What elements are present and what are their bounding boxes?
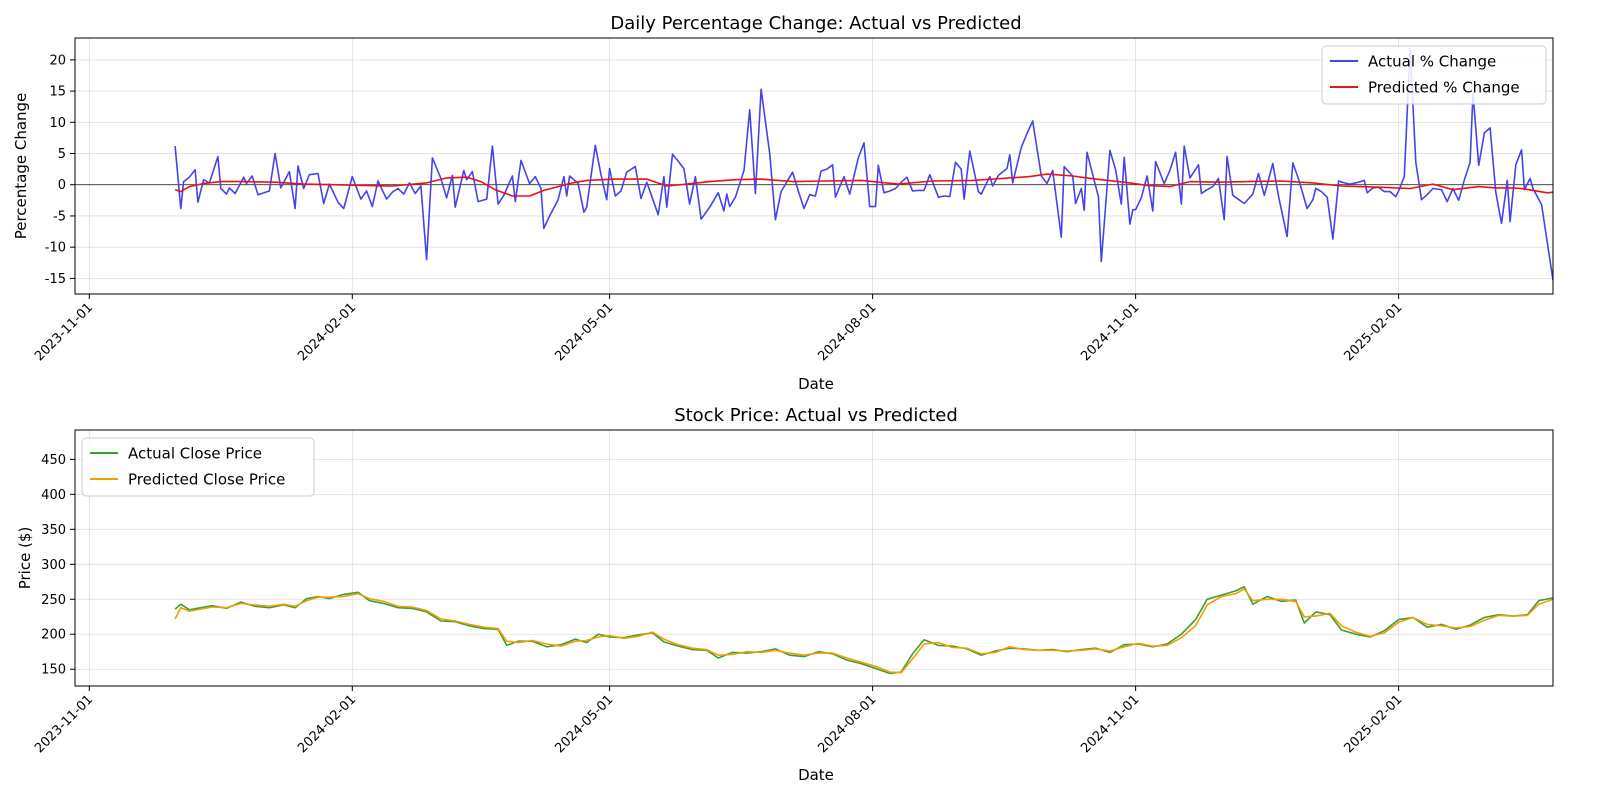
y-tick-label: 300 [41, 558, 66, 573]
chart-title: Daily Percentage Change: Actual vs Predi… [610, 13, 1021, 34]
x-tick-label: 2025-02-01 [1341, 692, 1405, 756]
series-line-2 [174, 587, 1554, 674]
chart-title: Stock Price: Actual vs Predicted [674, 405, 958, 426]
legend-entry: Predicted Close Price [128, 471, 285, 489]
stock-price-chart: Stock Price: Actual vs Predicted 2023-11… [16, 405, 1554, 784]
series-line-2 [174, 173, 1554, 197]
x-axis-label: Date [798, 375, 834, 393]
y-axis-label: Price ($) [16, 527, 34, 590]
x-ticks: 2023-11-01 2024-02-01 2024-05-01 2024-08-01… [32, 294, 1405, 364]
legend: Actual Close Price Predicted Close Price [81, 437, 315, 497]
legend-frame [1321, 45, 1547, 105]
y-tick-label: 250 [41, 593, 66, 608]
legend-entry: Predicted % Change [1368, 79, 1520, 97]
x-tick-label: 2024-02-01 [295, 300, 359, 364]
y-tick-label: 0 [58, 178, 66, 193]
x-tick-label: 2024-08-01 [815, 300, 879, 364]
y-tick-label: 20 [49, 53, 66, 68]
x-tick-label: 2023-11-01 [32, 300, 96, 364]
x-tick-label: 2024-05-01 [552, 692, 616, 756]
y-tick-label: -5 [53, 209, 66, 224]
plot-frame [74, 429, 1554, 687]
x-tick-label: 2024-05-01 [552, 300, 616, 364]
legend-entry: Actual % Change [1368, 53, 1496, 71]
series-lines [174, 47, 1554, 281]
x-tick-label: 2023-11-01 [32, 692, 96, 756]
y-axis-label: Percentage Change [12, 93, 30, 240]
y-tick-label: -15 [45, 272, 66, 287]
legend-frame [81, 437, 315, 497]
legend-entry: Actual Close Price [128, 445, 262, 463]
y-tick-label: 15 [49, 85, 66, 100]
y-tick-label: 400 [41, 488, 66, 503]
legend: Actual % Change Predicted % Change [1321, 45, 1547, 105]
y-tick-label: 200 [41, 628, 66, 643]
y-tick-label: 350 [41, 523, 66, 538]
y-ticks: 150 200 250 300 350 400 450 [41, 453, 75, 678]
plot-area [75, 430, 1553, 686]
x-tick-label: 2024-08-01 [815, 692, 879, 756]
y-tick-label: 10 [49, 116, 66, 131]
x-tick-label: 2024-02-01 [295, 692, 359, 756]
y-tick-label: -10 [45, 241, 66, 256]
gridlines [75, 430, 1553, 686]
y-tick-label: 150 [41, 663, 66, 678]
x-tick-label: 2025-02-01 [1341, 300, 1405, 364]
y-ticks: -15 -10 -5 0 5 10 15 20 [45, 53, 75, 287]
series-lines [174, 585, 1554, 675]
x-ticks: 2023-11-01 2024-02-01 2024-05-01 2024-08-01… [32, 686, 1405, 756]
pct-change-chart: Daily Percentage Change: Actual vs Predi… [12, 13, 1554, 393]
y-tick-label: 450 [41, 453, 66, 468]
x-tick-label: 2024-11-01 [1078, 300, 1142, 364]
plot-frame [74, 37, 1554, 295]
x-axis-label: Date [798, 766, 834, 784]
plot-area [75, 38, 1553, 294]
x-tick-label: 2024-11-01 [1078, 692, 1142, 756]
series-line-1 [174, 585, 1554, 675]
y-tick-label: 5 [58, 147, 66, 162]
